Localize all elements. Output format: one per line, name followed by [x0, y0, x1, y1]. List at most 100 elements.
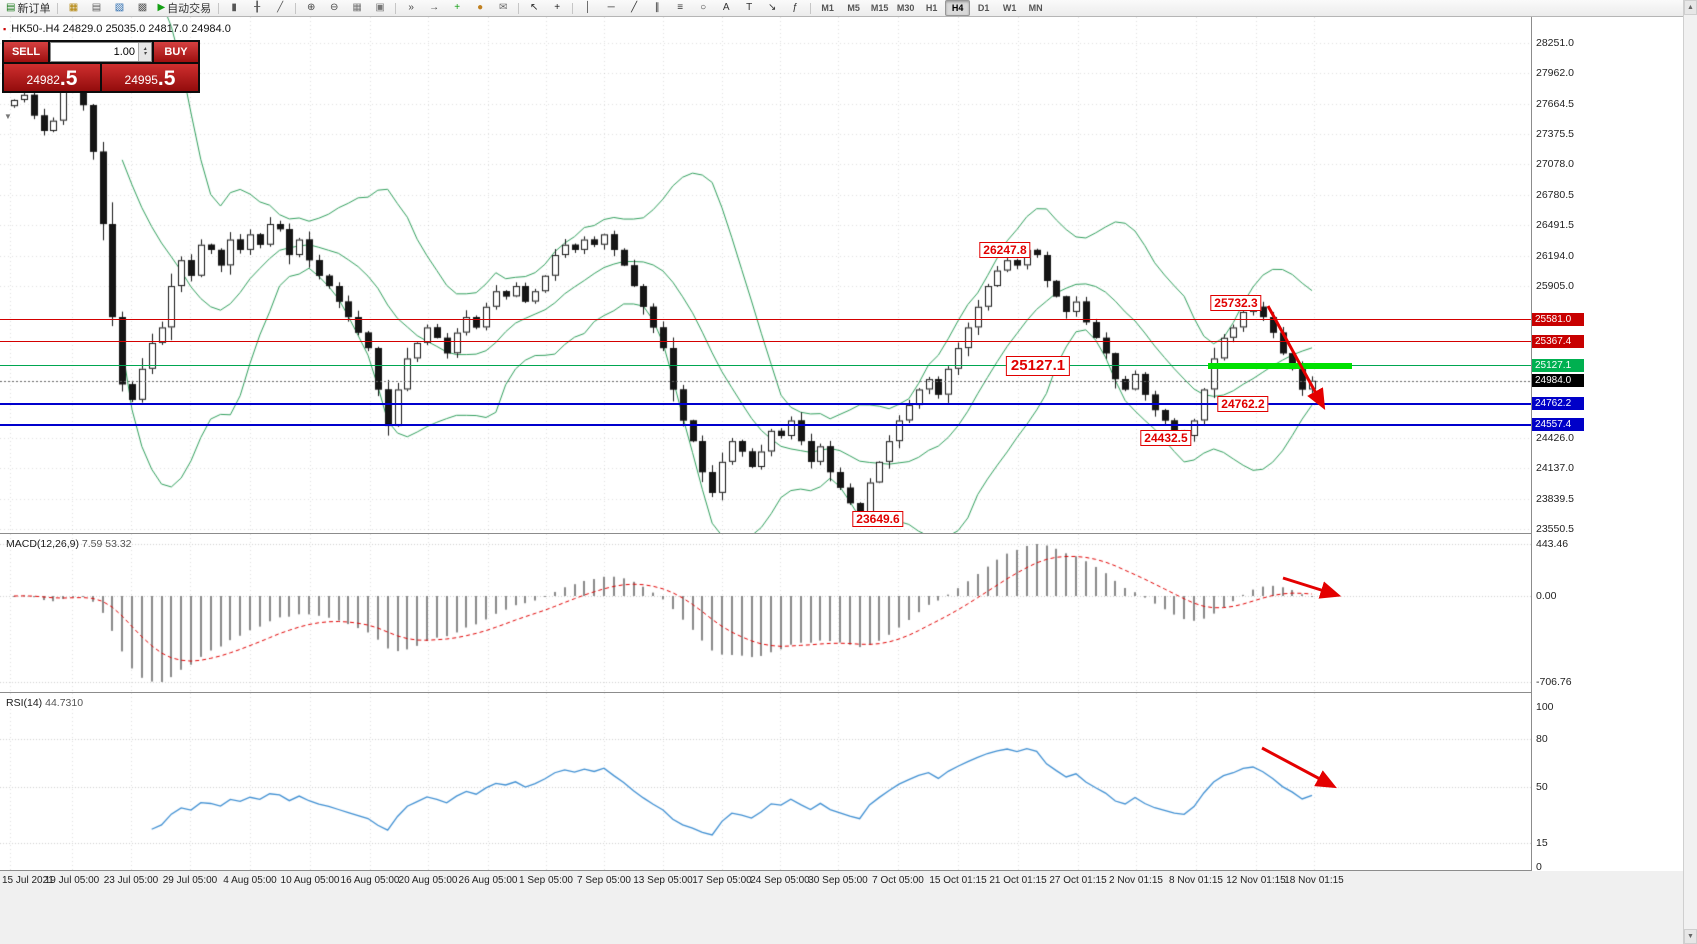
pane-separator[interactable] — [0, 692, 1683, 693]
price-axis-label: 23839.5 — [1536, 493, 1574, 506]
macd-canvas[interactable] — [0, 534, 1531, 692]
price-axis-label: 27078.0 — [1536, 158, 1574, 171]
scroll-down-icon[interactable]: ▼ — [1684, 929, 1697, 944]
price-axis-label: 26491.5 — [1536, 218, 1574, 231]
zoom-out-button[interactable]: ⊖ — [323, 0, 345, 16]
shapes-button[interactable]: ○ — [692, 0, 714, 16]
price-annotation-24762.2[interactable]: 24762.2 — [1217, 395, 1269, 412]
scroll-up-icon[interactable]: ▲ — [1684, 0, 1697, 15]
navigator-icon: ▧ — [114, 2, 125, 13]
timeframe-m1-button-label: M1 — [821, 3, 834, 13]
bottom-filler — [0, 891, 1683, 944]
timeframe-m30-button-label: M30 — [896, 3, 915, 13]
cursor-button[interactable]: ↖ — [523, 0, 545, 16]
zoom-out-icon: ⊖ — [329, 2, 339, 13]
channel-button[interactable]: ∥ — [646, 0, 668, 16]
volume-down-icon[interactable]: ▾ — [143, 51, 147, 57]
market-watch-button[interactable]: ▦ — [62, 0, 84, 16]
price-tag-24762.2: 24762.2 — [1532, 397, 1584, 411]
time-axis-label: 18 Nov 01:15 — [1284, 875, 1344, 886]
ohlc-values: 24829.0 25035.0 24817.0 24984.0 — [62, 23, 231, 35]
time-axis-label: 24 Sep 05:00 — [750, 875, 810, 886]
mail-button[interactable]: ✉ — [492, 0, 514, 16]
timeframe-w1-button[interactable]: W1 — [997, 0, 1022, 16]
navigator-button[interactable]: ▧ — [108, 0, 130, 16]
line-chart-icon: ╱ — [277, 2, 284, 13]
new-order-button[interactable]: ▤ 新订单 — [3, 0, 53, 16]
crosshair-button[interactable]: + — [546, 0, 568, 16]
trendline-icon: ╱ — [631, 2, 638, 13]
time-axis-label: 4 Aug 05:00 — [223, 875, 277, 886]
horizontal-line-25127.1[interactable] — [0, 365, 1531, 367]
horizontal-line-button[interactable]: ─ — [600, 0, 622, 16]
price-annotation-24432.5[interactable]: 24432.5 — [1140, 429, 1192, 446]
pane-separator — [0, 870, 1683, 871]
timeframe-m1-button[interactable]: M1 — [815, 0, 840, 16]
main-chart-pane: ▪ HK50-.H4 24829.0 25035.0 24817.0 24984… — [0, 17, 1531, 533]
rsi-canvas[interactable] — [0, 693, 1531, 870]
highlight-segment[interactable] — [1208, 362, 1352, 369]
bar-chart-button[interactable]: ▮ — [223, 0, 245, 16]
add-indicator-button[interactable]: + — [446, 0, 468, 16]
vertical-scrollbar[interactable]: ▲ ▼ — [1683, 0, 1697, 944]
timeframe-h4-button[interactable]: H4 — [945, 0, 971, 16]
sell-button[interactable]: SELL — [4, 42, 48, 62]
timeframe-m5-button-label: M5 — [847, 3, 860, 13]
volume-input[interactable]: 1.00 ▴ ▾ — [50, 42, 152, 62]
chart-shift-icon: → — [429, 2, 440, 13]
autotrading-button-label: 自动交易 — [167, 3, 212, 15]
price-tag-25581.0: 25581.0 — [1532, 312, 1584, 326]
timeframe-d1-button[interactable]: D1 — [971, 0, 996, 16]
timeframe-m30-button[interactable]: M30 — [893, 0, 918, 16]
toolbar-separator — [395, 2, 397, 14]
auto-scroll-button[interactable]: » — [400, 0, 422, 16]
price-axis-label: 27375.5 — [1536, 127, 1574, 140]
trendline-button[interactable]: ╱ — [623, 0, 645, 16]
timeframe-mn-button[interactable]: MN — [1023, 0, 1048, 16]
trade-panel-collapse-icon[interactable]: ▼ — [4, 112, 12, 121]
zoom-in-button[interactable]: ⊕ — [300, 0, 322, 16]
arrow-tool-button[interactable]: ↘ — [761, 0, 783, 16]
symbol-period-label: HK50-.H4 — [11, 23, 60, 35]
volume-up-icon[interactable]: ▴ — [143, 46, 147, 52]
time-axis-label: 15 Jul 2021 — [2, 875, 54, 886]
line-chart-button[interactable]: ╱ — [269, 0, 291, 16]
vertical-line-button[interactable]: │ — [577, 0, 599, 16]
label-button[interactable]: T — [738, 0, 760, 16]
price-annotation-25732.3[interactable]: 25732.3 — [1210, 295, 1262, 312]
autotrading-button[interactable]: ▶ 自动交易 — [154, 0, 214, 16]
main-chart-canvas[interactable] — [0, 17, 1531, 533]
chart-shift-button[interactable]: → — [423, 0, 445, 16]
timeframe-m15-button[interactable]: M15 — [867, 0, 892, 16]
candlestick-chart-button[interactable]: ╂ — [246, 0, 268, 16]
time-axis-label: 2 Nov 01:15 — [1109, 875, 1163, 886]
horizontal-line-24557.4[interactable] — [0, 423, 1531, 426]
terminal-button[interactable]: ▩ — [131, 0, 153, 16]
timeframe-h1-button[interactable]: H1 — [919, 0, 944, 16]
buy-button[interactable]: BUY — [154, 42, 198, 62]
time-axis-label: 16 Aug 05:00 — [340, 875, 400, 886]
price-annotation-25127.1[interactable]: 25127.1 — [1005, 355, 1071, 376]
horizontal-line-25581[interactable] — [0, 318, 1531, 320]
macd-pane: MACD(12,26,9) 7.59 53.32 — [0, 534, 1531, 692]
timeframe-m5-button[interactable]: M5 — [841, 0, 866, 16]
timeframe-w1-button-label: W1 — [1002, 3, 1017, 13]
pane-separator[interactable] — [0, 533, 1683, 534]
price-annotation-26247.8[interactable]: 26247.8 — [979, 242, 1031, 259]
macd-values: 7.59 53.32 — [81, 538, 132, 550]
horizontal-line-24762.2[interactable] — [0, 402, 1531, 405]
sell-price[interactable]: 24982.5 — [4, 64, 100, 91]
indicators-button[interactable]: ƒ — [784, 0, 806, 16]
tile-windows-button[interactable]: ▣ — [369, 0, 391, 16]
data-window-button[interactable]: ▤ — [85, 0, 107, 16]
text-button[interactable]: A — [715, 0, 737, 16]
price-annotation-23649.6[interactable]: 23649.6 — [852, 510, 904, 527]
horizontal-line-25367.4[interactable] — [0, 340, 1531, 342]
buy-price[interactable]: 24995.5 — [102, 64, 198, 91]
time-axis-label: 26 Aug 05:00 — [458, 875, 518, 886]
grid-button[interactable]: ▦ — [346, 0, 368, 16]
alerts-button[interactable]: ● — [469, 0, 491, 16]
volume-spinner[interactable]: ▴ ▾ — [138, 43, 151, 61]
fibonacci-button[interactable]: ≡ — [669, 0, 691, 16]
